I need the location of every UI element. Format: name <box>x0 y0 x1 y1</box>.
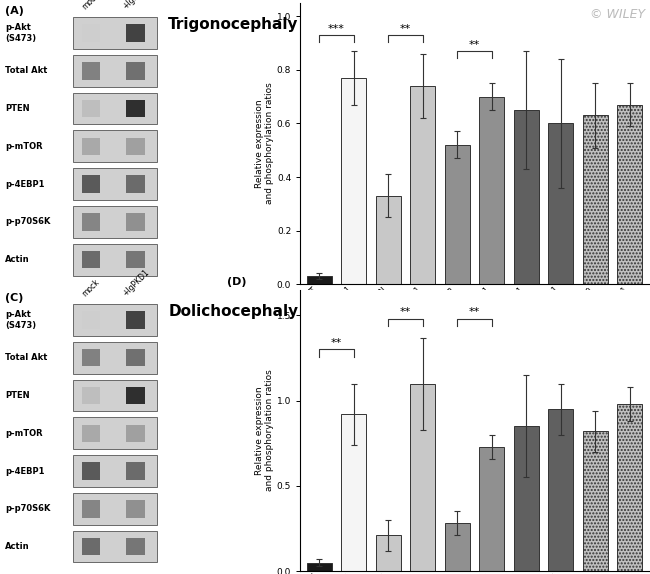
Bar <box>549 123 573 284</box>
Text: +IgPKD1: +IgPKD1 <box>120 268 151 298</box>
Bar <box>376 536 400 571</box>
Bar <box>127 100 145 117</box>
Bar <box>341 78 366 284</box>
Bar <box>127 62 145 80</box>
Bar <box>127 425 145 442</box>
Text: **: ** <box>331 338 342 348</box>
Text: Actin: Actin <box>5 255 29 264</box>
Bar <box>127 176 145 193</box>
Bar <box>73 17 157 49</box>
Y-axis label: Relative expression
and phosphorylation ratios: Relative expression and phosphorylation … <box>255 370 274 491</box>
Bar <box>73 304 157 336</box>
Text: Dolichocephaly: Dolichocephaly <box>168 304 298 319</box>
Bar <box>82 138 101 155</box>
Bar <box>82 213 101 231</box>
Text: mock: mock <box>81 0 102 11</box>
Text: **: ** <box>469 40 480 50</box>
Bar <box>514 110 539 284</box>
Bar <box>410 383 435 571</box>
Text: (C): (C) <box>5 293 23 302</box>
Bar <box>583 115 608 284</box>
Bar <box>82 176 101 193</box>
Bar <box>127 462 145 480</box>
Bar <box>73 531 157 563</box>
Bar <box>341 414 366 571</box>
Bar <box>618 404 642 571</box>
Text: p-4EBP1: p-4EBP1 <box>5 467 44 476</box>
Text: © WILEY: © WILEY <box>590 9 645 21</box>
Bar <box>127 24 145 42</box>
Text: **: ** <box>400 308 411 317</box>
Bar <box>127 387 145 404</box>
Bar <box>479 96 504 284</box>
Text: (D): (D) <box>227 277 246 287</box>
Bar <box>73 379 157 412</box>
Bar <box>73 244 157 276</box>
Text: p-mTOR: p-mTOR <box>5 429 42 438</box>
Text: Actin: Actin <box>5 542 29 551</box>
Text: ***: *** <box>328 24 345 34</box>
Bar <box>82 462 101 480</box>
Text: p-p70S6K: p-p70S6K <box>5 505 50 513</box>
Text: (A): (A) <box>5 6 23 15</box>
Bar <box>514 426 539 571</box>
Text: p-4EBP1: p-4EBP1 <box>5 180 44 189</box>
Bar <box>127 251 145 269</box>
Bar <box>618 104 642 284</box>
Text: Total Akt: Total Akt <box>5 66 47 75</box>
Bar <box>73 493 157 525</box>
Bar <box>82 100 101 117</box>
Text: p-Akt
(S473): p-Akt (S473) <box>5 311 36 329</box>
Bar <box>82 538 101 555</box>
Bar <box>82 62 101 80</box>
Bar <box>82 425 101 442</box>
Text: p-mTOR: p-mTOR <box>5 142 42 151</box>
Bar <box>73 342 157 374</box>
Bar <box>127 349 145 366</box>
Bar <box>376 196 400 284</box>
Text: p-p70S6K: p-p70S6K <box>5 218 50 226</box>
Text: Trigonocephaly: Trigonocephaly <box>168 17 299 32</box>
Bar <box>445 145 469 284</box>
Bar <box>73 206 157 238</box>
Bar <box>73 92 157 125</box>
Bar <box>445 523 469 571</box>
Text: **: ** <box>400 24 411 34</box>
Bar <box>549 409 573 571</box>
Text: PTEN: PTEN <box>5 391 29 400</box>
Text: +IgPKD1: +IgPKD1 <box>120 0 151 11</box>
Bar <box>82 24 101 42</box>
Bar <box>127 538 145 555</box>
Bar <box>73 130 157 162</box>
Bar <box>73 168 157 200</box>
Y-axis label: Relative expression
and phosphorylation ratios: Relative expression and phosphorylation … <box>255 83 274 204</box>
Bar <box>127 138 145 155</box>
Bar <box>73 417 157 449</box>
Bar <box>82 387 101 404</box>
Bar <box>127 500 145 518</box>
Text: **: ** <box>469 308 480 317</box>
Bar <box>127 213 145 231</box>
Bar <box>73 455 157 487</box>
Bar <box>82 349 101 366</box>
Bar <box>307 563 332 571</box>
Bar <box>82 251 101 269</box>
Text: mock: mock <box>81 277 102 298</box>
Text: p-Akt
(S473): p-Akt (S473) <box>5 24 36 42</box>
Bar <box>73 55 157 87</box>
Bar <box>307 276 332 284</box>
Bar <box>583 431 608 571</box>
Bar <box>82 311 101 329</box>
Bar <box>127 311 145 329</box>
Bar <box>410 86 435 284</box>
Bar <box>479 447 504 571</box>
Text: PTEN: PTEN <box>5 104 29 113</box>
Bar <box>82 500 101 518</box>
Text: Total Akt: Total Akt <box>5 353 47 362</box>
